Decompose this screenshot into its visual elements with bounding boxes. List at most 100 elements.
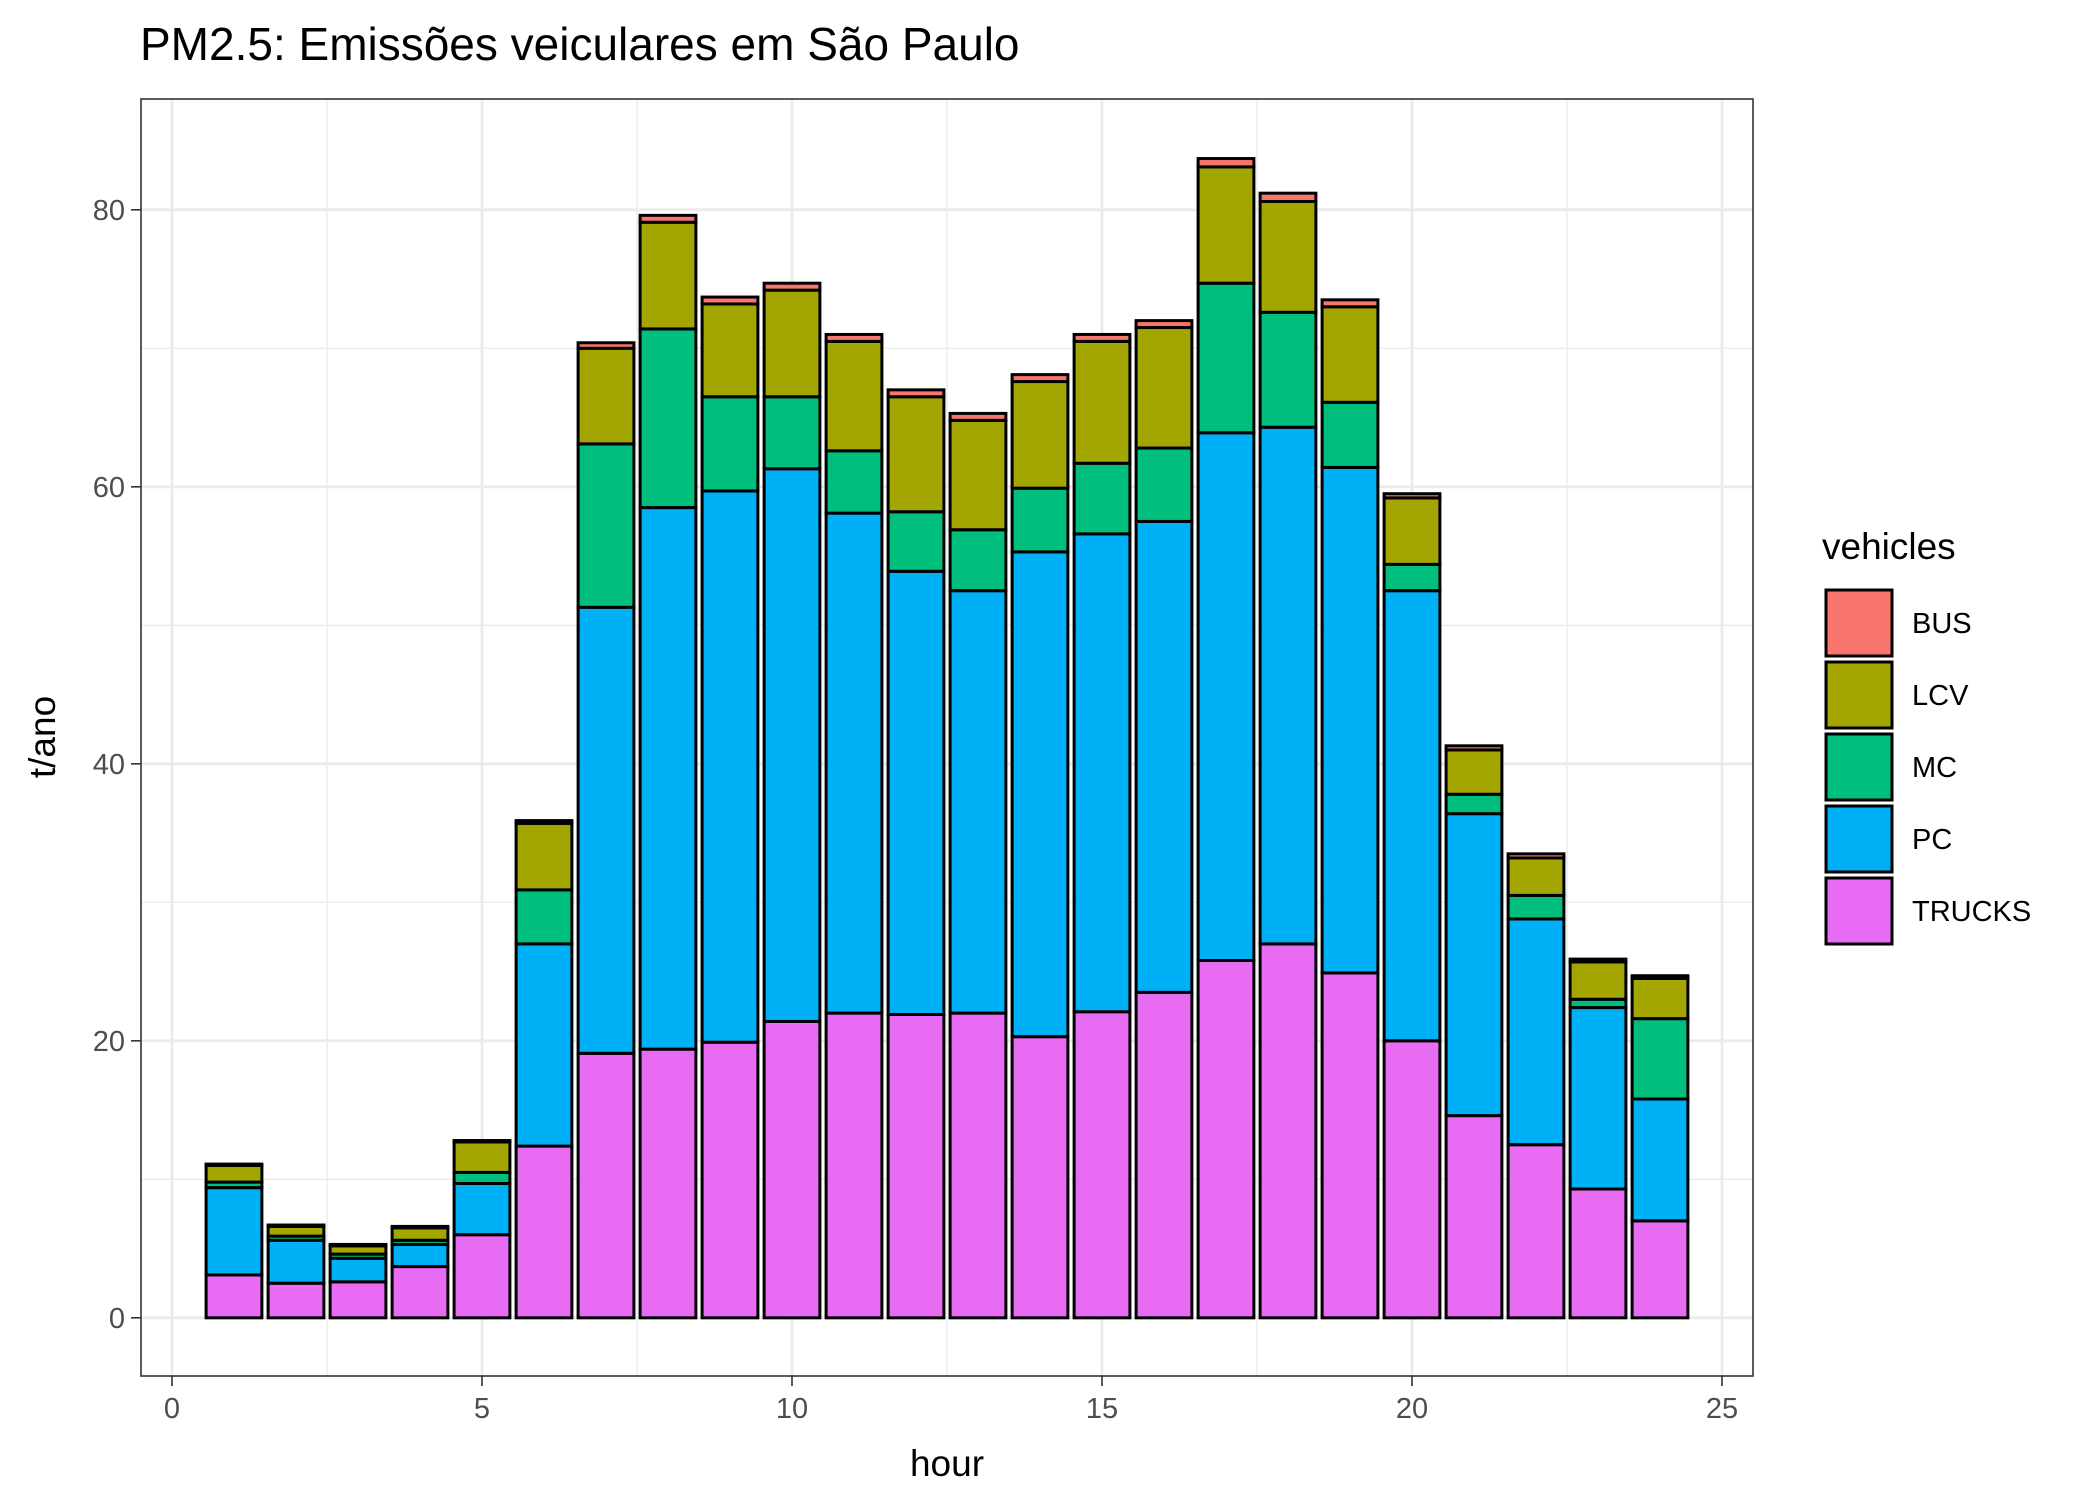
bar-segment-trucks-hour-21 [1444,1114,1504,1320]
bar-segment-mc-hour-24 [1630,1017,1690,1101]
bar-segment-lcv-hour-9 [700,302,760,399]
bar-segment-lcv-hour-17 [1196,165,1256,285]
bar-segment-trucks-hour-8 [638,1047,698,1320]
bar-segment-lcv-hour-18 [1258,199,1318,314]
bar-segment-trucks-hour-5 [452,1233,512,1320]
legend-title: vehicles [1822,526,1956,567]
bar-segment-bus-hour-19 [1320,298,1380,309]
y-tick-label: 80 [93,195,125,227]
legend-label-mc: MC [1912,752,1957,784]
legend-key-bus [1824,588,1894,658]
bar-segment-bus-hour-15 [1072,332,1132,343]
legend-label-pc: PC [1912,824,1952,856]
bar-segment-pc-hour-12 [886,569,946,1017]
bar-segment-bus-hour-10 [762,281,822,292]
bar-segment-mc-hour-14 [1010,486,1070,554]
bar-segment-trucks-hour-11 [824,1011,884,1320]
bar-segment-mc-hour-9 [700,395,760,493]
bar-segment-lcv-hour-15 [1072,339,1132,465]
bar-segment-lcv-hour-16 [1134,326,1194,450]
bar-segment-lcv-hour-11 [824,339,884,453]
y-tick-label: 40 [93,749,125,781]
x-tick-label: 20 [1396,1393,1428,1425]
bar-segment-bus-hour-17 [1196,157,1256,169]
legend-label-lcv: LCV [1912,680,1969,712]
bar-segment-bus-hour-11 [824,332,884,343]
bar-segment-pc-hour-6 [514,942,574,1148]
y-tick-label: 60 [93,472,125,504]
bar-segment-pc-hour-14 [1010,550,1070,1039]
bar-segment-bus-hour-9 [700,295,760,306]
legend-key-lcv [1824,660,1894,730]
bar-segment-lcv-hour-6 [514,821,574,892]
bar-segment-bus-hour-4 [390,1224,450,1230]
bar-segment-lcv-hour-19 [1320,305,1380,404]
bar-segment-trucks-hour-19 [1320,971,1380,1320]
legend-label-trucks: TRUCKS [1912,896,2031,928]
bar-segment-lcv-hour-1 [204,1163,264,1184]
bar-segment-mc-hour-22 [1506,893,1566,921]
bar-segment-trucks-hour-1 [204,1273,264,1320]
bar-segment-bus-hour-5 [452,1139,512,1144]
plot-panel-border [140,98,1754,1377]
chart-title: PM2.5: Emissões veiculares em São Paulo [140,18,1020,70]
bar-segment-lcv-hour-23 [1568,960,1628,1001]
bar-segment-bus-hour-21 [1444,744,1504,752]
bar-segment-pc-hour-18 [1258,425,1318,946]
bar-segment-mc-hour-17 [1196,281,1256,435]
bar-segment-pc-hour-24 [1630,1097,1690,1223]
bar-segment-pc-hour-22 [1506,917,1566,1147]
y-axis-ticks: 0 20 40 60 80 [93,195,141,1335]
bar-segment-bus-hour-16 [1134,319,1194,330]
x-tick-label: 25 [1706,1393,1738,1425]
bar-segment-lcv-hour-20 [1382,496,1442,566]
bar-segment-pc-hour-15 [1072,532,1132,1014]
bar-segment-lcv-hour-7 [576,346,636,446]
bar-segment-mc-hour-13 [948,528,1008,593]
bar-segment-trucks-hour-16 [1134,990,1194,1320]
bar-segment-trucks-hour-3 [328,1280,388,1320]
bar-segment-bus-hour-18 [1258,191,1318,203]
bar-segment-pc-hour-8 [638,506,698,1051]
bar-segment-mc-hour-8 [638,327,698,510]
bar-segment-mc-hour-19 [1320,400,1380,469]
bar-segment-bus-hour-2 [266,1223,326,1228]
bar-segment-trucks-hour-9 [700,1040,760,1320]
bar-segment-trucks-hour-22 [1506,1143,1566,1320]
bar-segment-bus-hour-12 [886,388,946,399]
bar-segment-bus-hour-14 [1010,373,1070,384]
bar-segment-trucks-hour-18 [1258,942,1318,1320]
y-tick-label: 20 [93,1026,125,1058]
bar-segment-bus-hour-24 [1630,974,1690,980]
bar-segment-bus-hour-20 [1382,492,1442,500]
bar-segment-pc-hour-10 [762,467,822,1023]
bar-segment-lcv-hour-24 [1630,976,1690,1021]
bar-segment-lcv-hour-5 [452,1140,512,1174]
legend-key-trucks [1824,876,1894,946]
bar-segment-trucks-hour-14 [1010,1035,1070,1320]
bar-segment-bus-hour-8 [638,213,698,224]
bar-segment-mc-hour-10 [762,395,822,471]
bar-segment-pc-hour-2 [266,1238,326,1285]
x-tick-label: 10 [776,1393,808,1425]
bar-segment-lcv-hour-4 [390,1226,450,1242]
bar-segment-mc-hour-6 [514,888,574,946]
bar-segment-trucks-hour-12 [886,1013,946,1320]
bar-segment-pc-hour-13 [948,589,1008,1015]
bar-segment-trucks-hour-17 [1196,958,1256,1320]
bar-segment-mc-hour-16 [1134,446,1194,523]
bar-segment-bus-hour-6 [514,819,574,825]
bar-segment-lcv-hour-14 [1010,380,1070,490]
bar-segment-pc-hour-4 [390,1242,450,1269]
x-tick-label: 5 [474,1393,490,1425]
y-axis-label: t/ano [22,696,63,778]
x-axis-label: hour [910,1443,984,1484]
bar-segment-trucks-hour-6 [514,1144,574,1320]
bar-segment-pc-hour-1 [204,1186,264,1277]
bar-segment-pc-hour-23 [1568,1006,1628,1191]
bar-segment-lcv-hour-22 [1506,856,1566,897]
bar-segment-mc-hour-11 [824,449,884,515]
bar-segment-lcv-hour-21 [1444,748,1504,796]
bar-segment-mc-hour-15 [1072,461,1132,536]
